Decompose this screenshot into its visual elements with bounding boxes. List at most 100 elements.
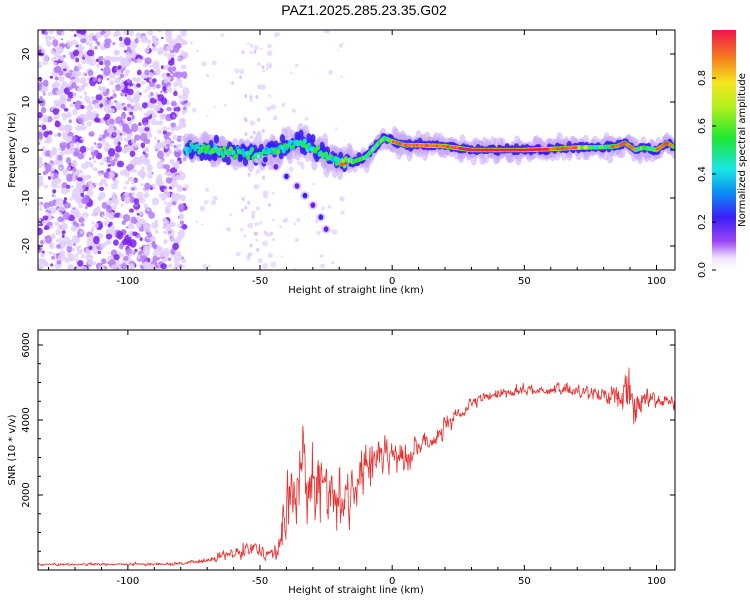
noise-blob bbox=[170, 254, 173, 258]
noise-blob bbox=[52, 189, 57, 194]
noise-blob bbox=[48, 251, 53, 255]
noise-blob bbox=[169, 159, 175, 164]
noise-blob bbox=[108, 145, 112, 148]
noise-blob bbox=[68, 119, 72, 124]
noise-blob bbox=[143, 122, 148, 126]
noise-blob bbox=[253, 44, 259, 51]
noise-blob bbox=[112, 42, 116, 46]
noise-blob bbox=[132, 231, 138, 237]
noise-blob bbox=[246, 42, 250, 45]
noise-blob bbox=[255, 168, 261, 174]
streak-blob bbox=[256, 154, 260, 159]
noise-blob bbox=[170, 140, 175, 144]
noise-blob bbox=[108, 211, 116, 220]
noise-blob bbox=[157, 129, 162, 135]
noise-blob bbox=[147, 44, 151, 49]
noise-blob bbox=[260, 47, 263, 51]
noise-blob bbox=[120, 92, 124, 97]
noise-blob bbox=[62, 212, 71, 220]
branch-core bbox=[294, 183, 300, 189]
noise-blob bbox=[88, 131, 95, 137]
noise-blob bbox=[131, 114, 135, 120]
ridge-inner bbox=[281, 148, 286, 154]
noise-blob bbox=[262, 240, 268, 247]
ridge-halo bbox=[346, 144, 354, 157]
streak-blob bbox=[268, 203, 272, 208]
noise-blob bbox=[64, 202, 71, 209]
noise-blob bbox=[55, 238, 59, 243]
noise-blob bbox=[166, 226, 172, 233]
noise-blob bbox=[126, 103, 132, 108]
noise-blob bbox=[108, 118, 115, 125]
streak-blob bbox=[249, 94, 253, 99]
noise-blob bbox=[177, 254, 183, 259]
noise-blob bbox=[117, 135, 123, 142]
x-tick-label: -50 bbox=[252, 276, 268, 287]
noise-blob bbox=[114, 158, 118, 162]
noise-blob bbox=[240, 227, 244, 232]
noise-blob bbox=[109, 198, 113, 201]
noise-blob bbox=[66, 97, 72, 102]
noise-blob bbox=[70, 160, 78, 168]
noise-blob bbox=[229, 213, 233, 217]
ridge-inner bbox=[276, 149, 281, 155]
noise-blob bbox=[92, 156, 95, 159]
noise-blob bbox=[52, 252, 56, 257]
noise-blob bbox=[172, 65, 177, 72]
streak-blob bbox=[240, 208, 244, 213]
noise-blob bbox=[69, 142, 75, 149]
colorbar-tick-label: 0.4 bbox=[697, 166, 708, 182]
noise-blob bbox=[79, 43, 83, 47]
noise-blob bbox=[210, 199, 217, 206]
noise-blob bbox=[78, 85, 85, 92]
noise-blob bbox=[71, 248, 76, 252]
noise-blob bbox=[149, 184, 153, 188]
noise-blob bbox=[96, 63, 100, 68]
noise-blob bbox=[80, 163, 89, 170]
noise-blob bbox=[267, 43, 272, 49]
noise-blob bbox=[131, 123, 139, 133]
noise-blob bbox=[149, 64, 153, 68]
noise-blob bbox=[44, 163, 52, 173]
snr-ticks: -100 -50 0 50 100 2000 4000 6000 bbox=[21, 330, 675, 587]
noise-blob bbox=[172, 267, 176, 270]
noise-blob bbox=[176, 184, 183, 192]
noise-blob bbox=[137, 69, 142, 76]
noise-blob bbox=[181, 258, 186, 264]
noise-blob bbox=[327, 205, 332, 209]
noise-blob bbox=[151, 112, 157, 119]
noise-blob bbox=[47, 35, 53, 41]
noise-blob bbox=[175, 174, 182, 181]
noise-blob bbox=[243, 234, 247, 238]
noise-blob bbox=[152, 240, 156, 245]
noise-blob bbox=[40, 106, 47, 114]
noise-blob bbox=[86, 121, 92, 127]
noise-blob bbox=[104, 113, 111, 120]
noise-blob bbox=[80, 37, 87, 44]
ridge-inner bbox=[288, 139, 293, 145]
noise-blob bbox=[163, 65, 168, 70]
noise-blob bbox=[156, 30, 163, 33]
noise-blob bbox=[43, 92, 46, 96]
noise-blob bbox=[84, 205, 88, 210]
noise-blob bbox=[89, 77, 94, 81]
noise-blob bbox=[86, 49, 95, 57]
noise-blob bbox=[120, 112, 127, 120]
ridge-inner bbox=[222, 145, 227, 151]
noise-blob bbox=[128, 233, 132, 237]
noise-blob bbox=[110, 264, 118, 270]
noise-blob bbox=[121, 220, 126, 226]
streak-blob bbox=[241, 50, 245, 55]
noise-blob bbox=[58, 166, 63, 170]
noise-blob bbox=[163, 201, 167, 205]
noise-blob bbox=[75, 125, 82, 131]
noise-blob bbox=[109, 159, 112, 162]
noise-blob bbox=[109, 173, 112, 177]
noise-blob bbox=[103, 171, 110, 179]
noise-blob bbox=[154, 106, 158, 110]
noise-blob bbox=[147, 172, 153, 179]
noise-blob bbox=[97, 250, 102, 255]
noise-blob bbox=[127, 262, 135, 270]
noise-blob bbox=[67, 41, 73, 48]
noise-blob bbox=[180, 101, 185, 106]
